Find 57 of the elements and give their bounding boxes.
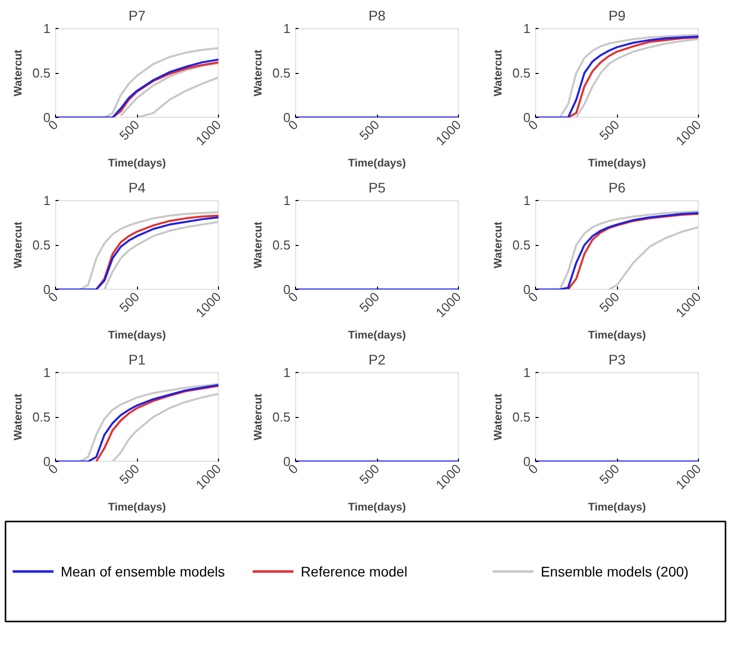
x-tick-label: 500 [596,117,622,144]
y-tick-label: 1 [43,193,51,208]
x-tick-label: 500 [116,461,142,488]
y-axis-title: Watercut [12,49,24,96]
y-axis-title: Watercut [12,221,24,268]
y-tick-label: 1 [283,21,291,36]
x-tick-label: 500 [116,289,142,316]
y-tick-label: 0.5 [32,238,51,252]
x-axis-title: Time(days) [108,157,166,170]
x-tick-label: 500 [356,117,382,144]
y-tick-label: 0.5 [272,66,291,80]
y-tick-label: 1 [523,365,531,380]
y-tick-label: 1 [523,193,531,208]
chart-title: P9 [608,8,626,24]
x-tick-label: 500 [356,461,382,488]
x-axis-title: Time(days) [588,329,646,342]
x-axis-title: Time(days) [108,501,166,514]
y-axis-title: Watercut [492,393,504,440]
x-axis-title: Time(days) [348,157,406,170]
x-axis-title: Time(days) [108,329,166,342]
y-tick-label: 0.5 [272,238,291,252]
y-tick-label: 1 [43,21,51,36]
x-tick-label: 500 [116,117,142,144]
chart-title: P1 [128,352,146,368]
y-tick-label: 0.5 [512,410,531,424]
x-axis-title: Time(days) [348,501,406,514]
legend-label: Mean of ensemble models [60,564,225,580]
chart-title: P5 [368,180,386,196]
chart-title: P6 [608,180,626,196]
y-tick-label: 1 [283,365,291,380]
x-axis-title: Time(days) [348,329,406,342]
x-axis-title: Time(days) [588,501,646,514]
y-tick-label: 1 [523,21,531,36]
legend-label: Ensemble models (200) [540,564,689,580]
chart-title: P2 [368,352,386,368]
y-axis-title: Watercut [252,49,264,96]
y-tick-label: 0.5 [32,410,51,424]
chart-title: P7 [128,8,146,24]
chart-title: P3 [608,352,626,368]
y-axis-title: Watercut [492,221,504,268]
y-tick-label: 1 [43,365,51,380]
x-tick-label: 500 [596,461,622,488]
y-tick-label: 0.5 [512,238,531,252]
x-axis-title: Time(days) [588,157,646,170]
y-axis-title: Watercut [12,393,24,440]
chart-title: P8 [368,8,386,24]
y-axis-title: Watercut [252,221,264,268]
y-axis-title: Watercut [492,49,504,96]
y-tick-label: 0.5 [32,66,51,80]
y-tick-label: 1 [283,193,291,208]
legend-label: Reference model [300,564,408,580]
chart-title: P4 [128,180,146,196]
x-tick-label: 500 [356,289,382,316]
y-tick-label: 0.5 [512,66,531,80]
y-tick-label: 0.5 [272,410,291,424]
y-axis-title: Watercut [252,393,264,440]
x-tick-label: 500 [596,289,622,316]
